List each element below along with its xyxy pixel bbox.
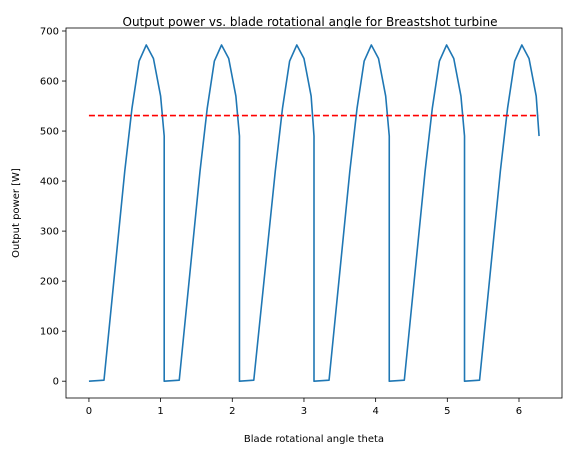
- y-tick-label: 700: [40, 27, 59, 38]
- chart-title: Output power vs. blade rotational angle …: [123, 15, 498, 29]
- x-tick-label: 4: [372, 406, 378, 417]
- x-tick-label: 1: [157, 406, 163, 417]
- y-tick-label: 600: [40, 77, 59, 88]
- y-tick-label: 0: [53, 377, 59, 388]
- x-axis-label: Blade rotational angle theta: [244, 434, 384, 445]
- y-tick-label: 300: [40, 227, 59, 238]
- x-tick-label: 0: [86, 406, 92, 417]
- y-tick-label: 100: [40, 327, 59, 338]
- plot-frame: [65, 27, 563, 399]
- y-tick-label: 500: [40, 127, 59, 138]
- x-tick-label: 3: [301, 406, 307, 417]
- y-tick-label: 200: [40, 277, 59, 288]
- y-tick-label: 400: [40, 177, 59, 188]
- x-tick-label: 6: [516, 406, 522, 417]
- x-tick-label: 2: [229, 406, 235, 417]
- series-line-0: [88, 44, 540, 382]
- y-axis-label: Output power [W]: [11, 168, 22, 258]
- x-tick-label: 5: [444, 406, 450, 417]
